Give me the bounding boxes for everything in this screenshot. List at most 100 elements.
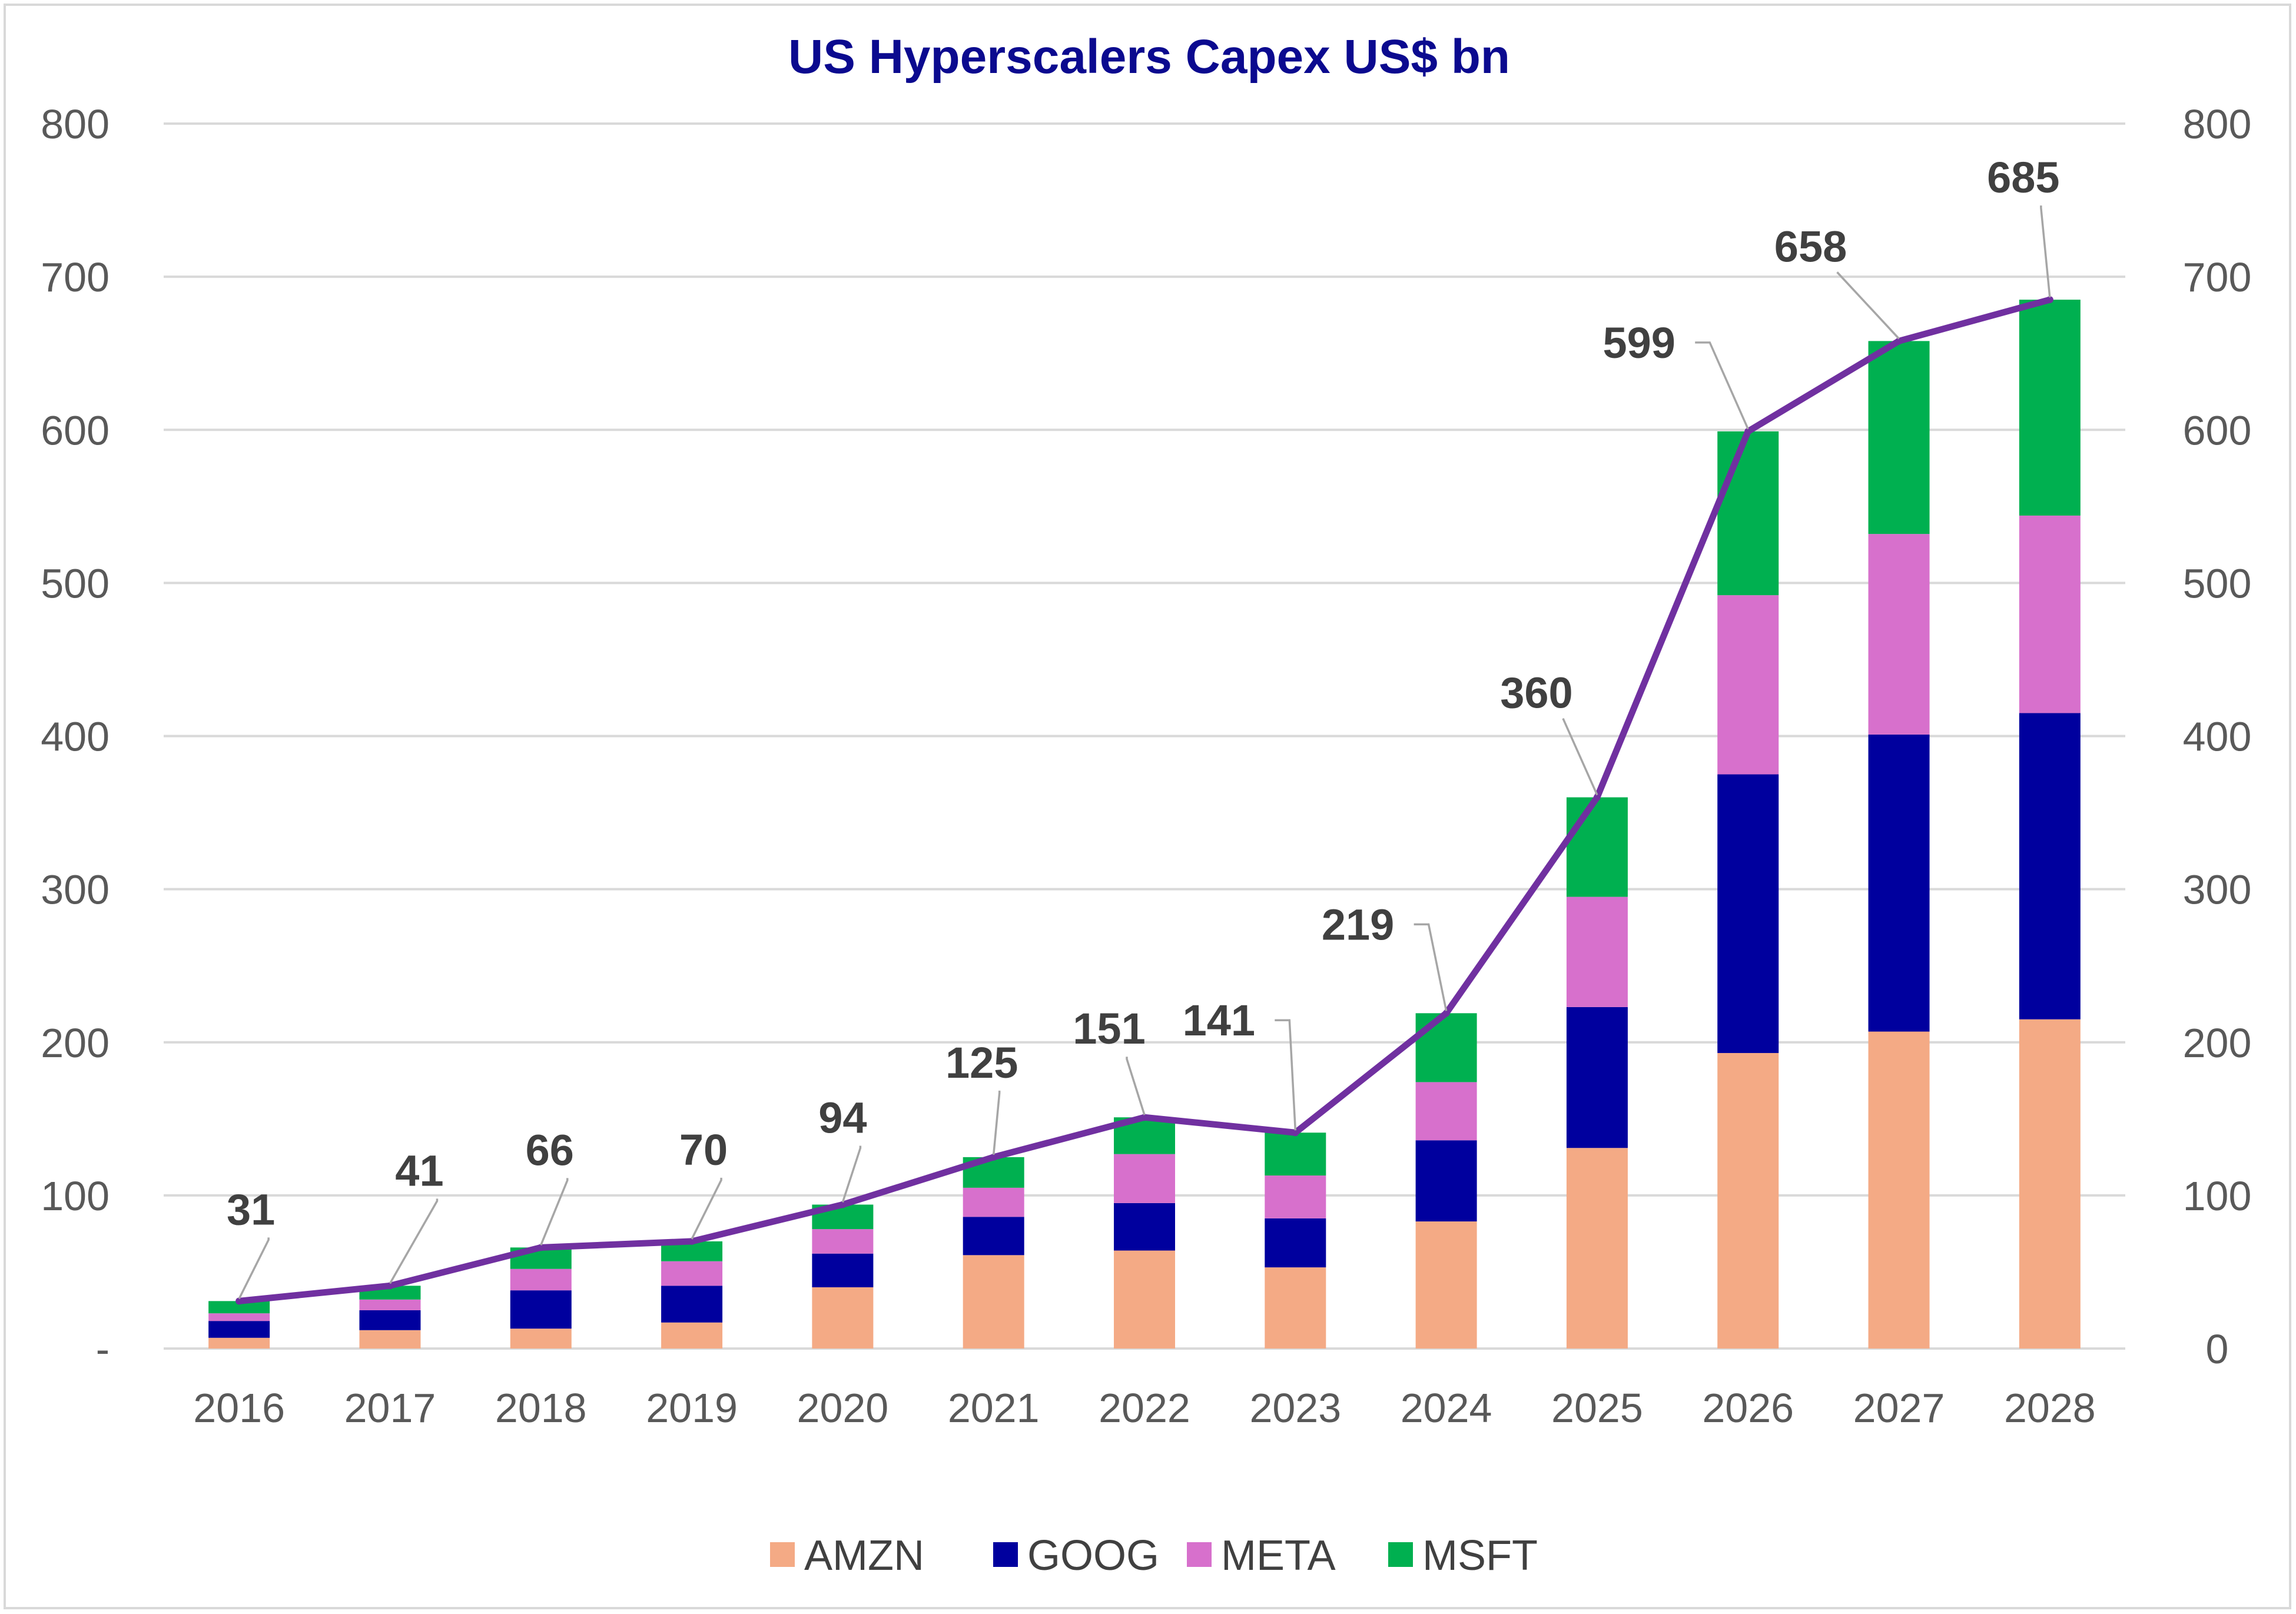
total-point-2020: [839, 1201, 847, 1208]
bar-meta-2021: [963, 1187, 1024, 1217]
x-tick-label: 2026: [1702, 1385, 1794, 1431]
bar-amzn-2017: [359, 1330, 421, 1349]
bar-meta-2018: [510, 1268, 572, 1291]
y-left-tick-label: 400: [41, 714, 110, 760]
x-tick-label: 2024: [1401, 1385, 1492, 1431]
legend-label-goog: GOOG: [1027, 1532, 1159, 1579]
leader-line-2018: [540, 1178, 569, 1246]
bar-goog-2025: [1566, 1007, 1628, 1148]
y-left-tick-label: 100: [41, 1173, 110, 1219]
y-left-tick-label: 600: [41, 407, 110, 453]
bar-amzn-2021: [963, 1255, 1024, 1349]
x-tick-label: 2022: [1099, 1385, 1190, 1431]
legend-label-amzn: AMZN: [804, 1532, 924, 1579]
bar-amzn-2024: [1415, 1221, 1477, 1349]
leader-line-2027: [1836, 271, 1900, 340]
bar-amzn-2022: [1114, 1250, 1175, 1349]
data-label-2028: 685: [1987, 153, 2059, 202]
leader-line-2021: [992, 1090, 1001, 1155]
x-tick-label: 2027: [1853, 1385, 1945, 1431]
legend-swatch-goog: [993, 1542, 1018, 1567]
x-tick-label: 2018: [495, 1385, 587, 1431]
total-point-2019: [688, 1237, 696, 1245]
data-labels: 31 41 66 70 94 125 151 141 219 360 599 658 685: [227, 153, 2060, 1300]
bar-msft-2027: [1868, 341, 1930, 534]
y-right-tick-label: 800: [2183, 101, 2252, 147]
y-right-tick-label: 300: [2183, 867, 2252, 913]
y-right-tick-label: 100: [2183, 1173, 2252, 1219]
y-right-tick-label: 600: [2183, 407, 2252, 453]
y-right-tick-label: 700: [2183, 254, 2252, 300]
total-point-2021: [990, 1153, 997, 1161]
bar-amzn-2020: [812, 1287, 874, 1349]
x-tick-label: 2016: [193, 1385, 285, 1431]
total-point-2024: [1442, 1009, 1450, 1017]
data-label-2025: 360: [1500, 669, 1572, 718]
bar-amzn-2018: [510, 1329, 572, 1349]
leader-line-2019: [691, 1177, 722, 1240]
bar-goog-2024: [1415, 1140, 1477, 1222]
data-label-2023: 141: [1183, 996, 1255, 1045]
y-right-tick-label: 0: [2206, 1326, 2229, 1372]
y-left-tick-label: 800: [41, 101, 110, 147]
y-left-tick-label: 700: [41, 254, 110, 300]
x-tick-label: 2019: [646, 1385, 738, 1431]
bar-meta-2020: [812, 1229, 874, 1254]
gridlines: [164, 122, 2125, 1350]
stacked-bars: [208, 300, 2081, 1349]
bar-meta-2026: [1717, 595, 1779, 775]
total-point-2022: [1141, 1114, 1148, 1121]
total-point-2026: [1744, 427, 1752, 435]
leader-line-2024: [1414, 923, 1448, 1011]
bar-goog-2017: [359, 1310, 421, 1330]
y-left-tick-label: 300: [41, 867, 110, 913]
leader-line-2020: [841, 1145, 862, 1203]
y-right-tick-label: 500: [2183, 560, 2252, 606]
x-tick-label: 2021: [948, 1385, 1040, 1431]
legend-swatch-msft: [1388, 1542, 1413, 1567]
y-left-tick-label: -: [96, 1326, 110, 1372]
chart-title: US Hyperscalers Capex US$ bn: [788, 30, 1510, 84]
total-point-2018: [537, 1244, 545, 1251]
x-tick-label: 2028: [2004, 1385, 2096, 1431]
data-label-2021: 125: [945, 1038, 1018, 1087]
bar-amzn-2019: [661, 1322, 723, 1349]
bar-goog-2018: [510, 1290, 572, 1329]
legend: AMZN GOOG META MSFT: [770, 1532, 1538, 1579]
bar-meta-2022: [1114, 1154, 1175, 1203]
y-left-tick-label: 500: [41, 560, 110, 606]
bar-goog-2028: [2019, 713, 2081, 1019]
y-left-tick-label: 200: [41, 1020, 110, 1066]
total-point-2025: [1593, 793, 1601, 801]
total-point-2016: [235, 1297, 243, 1305]
x-tick-label: 2017: [344, 1385, 436, 1431]
legend-swatch-meta: [1187, 1542, 1212, 1567]
chart-frame: US Hyperscalers Capex US$ bn 31 41 66 70 94 1…: [4, 4, 2291, 1609]
axis-tick-labels: - 100 200 300 400 500 600 700 800 0 100 200 300 400 50…: [41, 101, 2251, 1431]
data-label-2019: 70: [679, 1125, 728, 1174]
bar-amzn-2023: [1265, 1267, 1326, 1349]
bar-goog-2027: [1868, 734, 1930, 1032]
y-right-tick-label: 400: [2183, 714, 2252, 760]
capex-chart: US Hyperscalers Capex US$ bn 31 41 66 70 94 1…: [41, 30, 2251, 1579]
bar-meta-2028: [2019, 515, 2081, 713]
bar-amzn-2026: [1717, 1052, 1779, 1349]
legend-swatch-amzn: [770, 1542, 795, 1567]
total-point-2017: [386, 1282, 394, 1290]
bar-msft-2025: [1566, 797, 1628, 897]
leader-line-2026: [1695, 341, 1749, 430]
bar-msft-2023: [1265, 1133, 1326, 1176]
leader-line-2022: [1126, 1057, 1146, 1115]
x-tick-label: 2025: [1551, 1385, 1643, 1431]
leader-line-2028: [2040, 205, 2051, 298]
data-label-2016: 31: [227, 1185, 275, 1234]
total-line: [235, 296, 2053, 1305]
bar-goog-2019: [661, 1286, 723, 1323]
bar-meta-2025: [1566, 896, 1628, 1007]
bar-meta-2024: [1415, 1082, 1477, 1141]
bar-goog-2021: [963, 1217, 1024, 1256]
data-label-2022: 151: [1073, 1004, 1145, 1053]
data-label-2020: 94: [818, 1093, 867, 1142]
bar-amzn-2016: [208, 1337, 270, 1349]
leader-line-2017: [389, 1198, 439, 1284]
